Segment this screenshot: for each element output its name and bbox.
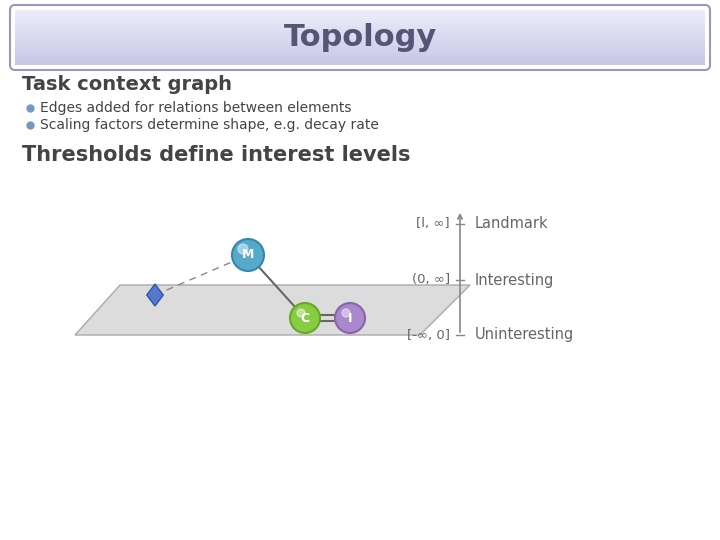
Polygon shape [147, 284, 163, 306]
Text: I: I [348, 312, 352, 325]
Polygon shape [75, 285, 470, 335]
Text: Thresholds define interest levels: Thresholds define interest levels [22, 145, 410, 165]
Text: [l, ∞]: [l, ∞] [416, 218, 450, 231]
Text: C: C [300, 312, 310, 325]
Text: Topology: Topology [284, 24, 436, 52]
Text: Interesting: Interesting [475, 273, 554, 287]
Text: Scaling factors determine shape, e.g. decay rate: Scaling factors determine shape, e.g. de… [40, 118, 379, 132]
Text: Edges added for relations between elements: Edges added for relations between elemen… [40, 101, 351, 115]
Text: M: M [242, 248, 254, 261]
Circle shape [297, 309, 305, 317]
Circle shape [232, 239, 264, 271]
Text: Task context graph: Task context graph [22, 76, 232, 94]
Circle shape [238, 244, 248, 254]
Text: Landmark: Landmark [475, 217, 549, 232]
Circle shape [290, 303, 320, 333]
Circle shape [342, 309, 350, 317]
Circle shape [335, 303, 365, 333]
Text: Uninteresting: Uninteresting [475, 327, 575, 342]
Text: (0, ∞]: (0, ∞] [412, 273, 450, 287]
Text: [-∞, 0]: [-∞, 0] [407, 328, 450, 341]
